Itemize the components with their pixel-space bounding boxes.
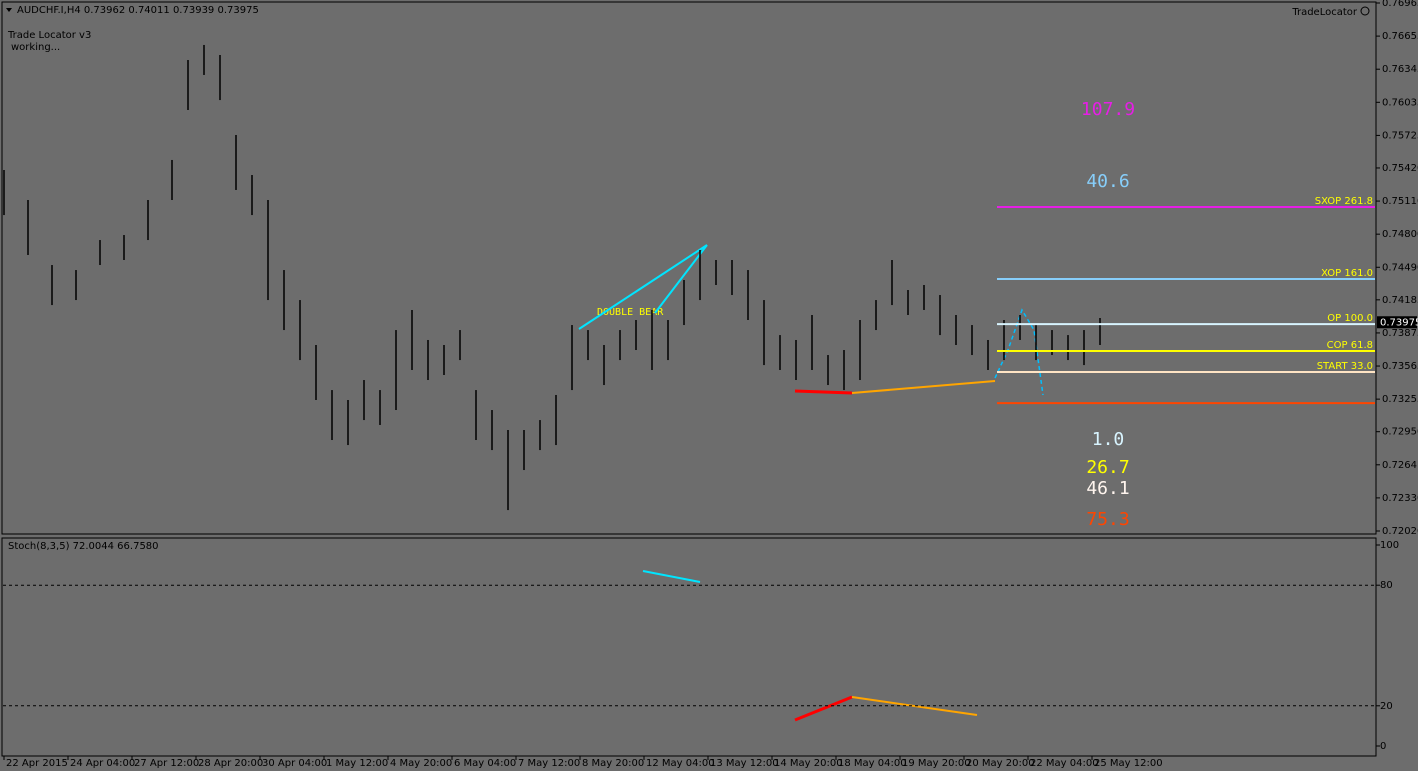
- stoch-divergence: [851, 696, 978, 716]
- price-tag-label: 0.73975: [1380, 317, 1418, 328]
- stoch-panel: [1, 537, 1377, 757]
- projection-value: 46.1: [1086, 478, 1129, 499]
- projection-value: 75.3: [1086, 509, 1129, 530]
- y-tick-label: 0.72020: [1382, 526, 1418, 537]
- x-tick-label: 6 May 04:00: [454, 758, 516, 769]
- y-tick-label: 0.76035: [1382, 97, 1418, 108]
- divergence-line: [654, 244, 708, 314]
- level-label: SXOP 261.8: [1315, 196, 1373, 207]
- level-label: START 33.0: [1317, 361, 1373, 372]
- x-tick-label: 7 May 12:00: [518, 758, 580, 769]
- x-tick-label: 12 May 04:00: [646, 758, 715, 769]
- main-panel: [1, 1, 1377, 535]
- brand-icon[interactable]: [1360, 6, 1370, 16]
- x-tick-label: 24 Apr 04:00: [70, 758, 135, 769]
- x-tick-label: 22 May 04:00: [1030, 758, 1099, 769]
- y-tick-label: 0.73255: [1382, 394, 1418, 405]
- price-tag: [1377, 316, 1417, 329]
- x-tick-label: 18 May 04:00: [838, 758, 907, 769]
- x-tick-label: 20 May 20:00: [966, 758, 1035, 769]
- y-tick-label: 0.7264: [1382, 460, 1417, 471]
- stoch-header: Stoch(8,3,5) 72.0044 66.7580: [8, 541, 159, 552]
- projection-value: 26.7: [1086, 457, 1129, 478]
- stoch-divergence: [794, 695, 853, 722]
- indicator-status: working...: [11, 42, 60, 53]
- x-tick-label: 25 May 12:00: [1094, 758, 1163, 769]
- divergence-line: [851, 380, 996, 394]
- y-tick-label: 0.74185: [1382, 295, 1418, 306]
- y-tick-label: 0.73875: [1382, 328, 1418, 339]
- indicator-name: Trade Locator v3: [7, 30, 91, 41]
- y-tick-label: 0.76655: [1382, 31, 1418, 42]
- brand: TradeLocator: [1291, 7, 1358, 18]
- x-tick-label: 19 May 20:00: [902, 758, 971, 769]
- x-tick-label: 14 May 20:00: [774, 758, 843, 769]
- projection-value: 40.6: [1086, 171, 1129, 192]
- symbol-header: AUDCHF.I,H4 0.73962 0.74011 0.73939 0.73…: [17, 5, 259, 16]
- stoch-divergence: [642, 570, 701, 583]
- x-tick-label: 22 Apr 2015: [6, 758, 68, 769]
- divergence-line: [794, 389, 853, 395]
- menu-icon[interactable]: [6, 8, 12, 12]
- y-tick-label: 0.76965: [1382, 0, 1418, 9]
- level-label: OP 100.0: [1327, 313, 1373, 324]
- y-tick-label: 20: [1380, 701, 1393, 712]
- y-tick-label: 0.73565: [1382, 361, 1418, 372]
- x-tick-label: 30 Apr 04:00: [262, 758, 327, 769]
- x-tick-label: 4 May 20:00: [390, 758, 452, 769]
- x-tick-label: 1 May 12:00: [326, 758, 388, 769]
- projection-value: 107.9: [1081, 99, 1135, 120]
- projection-line: [994, 308, 1044, 396]
- pattern-label: DOUBLE BEAR: [597, 307, 664, 318]
- projection-value: 1.0: [1092, 429, 1125, 450]
- level-label: COP 61.8: [1327, 340, 1373, 351]
- y-tick-label: 0.76345: [1382, 64, 1418, 75]
- x-tick-label: 27 Apr 12:00: [134, 758, 199, 769]
- y-tick-label: 100: [1380, 540, 1399, 551]
- y-tick-label: 0.75725: [1382, 130, 1418, 141]
- x-tick-label: 13 May 12:00: [710, 758, 779, 769]
- x-tick-label: 28 Apr 20:00: [198, 758, 263, 769]
- y-tick-label: 0: [1380, 741, 1386, 752]
- x-tick-label: 8 May 20:00: [582, 758, 644, 769]
- divergence-line: [578, 244, 708, 330]
- level-label: XOP 161.0: [1321, 268, 1373, 279]
- y-tick-label: 80: [1380, 580, 1393, 591]
- drawings: [578, 244, 1044, 722]
